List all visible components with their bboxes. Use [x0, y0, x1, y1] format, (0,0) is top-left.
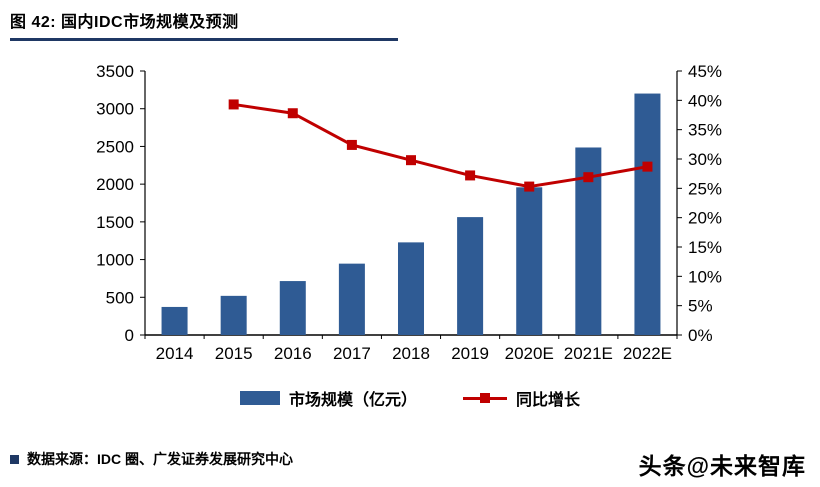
- left-axis-label: 1500: [96, 213, 134, 232]
- right-axis-label: 35%: [688, 121, 722, 140]
- chart-svg: 0 500 1000 1500 2000 2500 3000 3500 0% 5% 10% 15% 20…: [96, 62, 722, 363]
- x-axis-label: 2015: [215, 344, 253, 363]
- right-axis-label: 25%: [688, 179, 722, 198]
- bar: [457, 217, 484, 335]
- title-underline: [10, 38, 398, 41]
- right-axis-label: 45%: [688, 62, 722, 81]
- line-marker: [642, 161, 653, 172]
- bar: [634, 93, 661, 335]
- left-axis-label: 1000: [96, 251, 134, 270]
- line-marker: [346, 139, 357, 150]
- watermark: 头条@未来智库: [638, 453, 806, 479]
- data-source: 数据来源：IDC 圈、广发证券发展研究中心: [27, 451, 293, 467]
- x-axis-label: 2021E: [564, 344, 613, 363]
- growth-line: [233, 102, 648, 189]
- bar-legend-label: 市场规模（亿元）: [288, 392, 417, 409]
- left-axis-label: 3500: [96, 62, 134, 81]
- x-axis-label: 2019: [451, 344, 489, 363]
- right-axis-label: 30%: [688, 150, 722, 169]
- left-axis-label: 3000: [96, 100, 134, 119]
- line-legend-swatch: [463, 392, 507, 403]
- line-marker: [287, 108, 298, 119]
- line-marker: [583, 172, 594, 183]
- source-bullet: [10, 454, 19, 464]
- figure-title: 图 42: 国内IDC市场规模及预测: [10, 14, 239, 31]
- left-axis-label: 500: [106, 288, 134, 307]
- bar: [279, 281, 306, 335]
- footer: 数据来源：IDC 圈、广发证券发展研究中心: [10, 449, 293, 469]
- legend: 市场规模（亿元） 同比增长: [65, 386, 755, 410]
- bar: [220, 295, 247, 335]
- left-axis-label: 2000: [96, 175, 134, 194]
- bar: [397, 242, 425, 335]
- bar: [516, 187, 543, 335]
- x-axis-label: 2014: [156, 344, 194, 363]
- legend-item-bar: 市场规模（亿元）: [239, 386, 417, 410]
- line-marker: [465, 170, 476, 181]
- x-axis-label: 2017: [333, 344, 371, 363]
- right-axis-label: 40%: [688, 91, 722, 110]
- right-axis-label: 0%: [688, 326, 713, 345]
- line-marker: [228, 99, 239, 110]
- x-axis-label: 2016: [274, 344, 312, 363]
- bar-legend-swatch: [239, 391, 280, 405]
- right-axis-label: 10%: [688, 267, 722, 286]
- right-axis-label: 5%: [688, 297, 713, 316]
- bar: [338, 263, 365, 335]
- x-axis-label: 2020E: [505, 344, 554, 363]
- figure-header: 图 42: 国内IDC市场规模及预测: [0, 0, 820, 41]
- right-axis-label: 15%: [688, 238, 722, 257]
- legend-item-line: 同比增长: [463, 386, 580, 410]
- right-axis-label: 20%: [688, 209, 722, 228]
- left-axis-label: 2500: [96, 137, 134, 156]
- line-marker: [406, 155, 416, 166]
- line-marker: [524, 181, 535, 192]
- line-legend-label: 同比增长: [516, 392, 581, 409]
- x-axis-label: 2018: [392, 344, 430, 363]
- left-axis-label: 0: [125, 326, 134, 345]
- x-axis-label: 2022E: [623, 344, 672, 363]
- bar: [161, 306, 188, 335]
- chart-area: 0 500 1000 1500 2000 2500 3000 3500 0% 5% 10% 15% 20…: [65, 55, 755, 410]
- line-legend-marker: [480, 392, 490, 403]
